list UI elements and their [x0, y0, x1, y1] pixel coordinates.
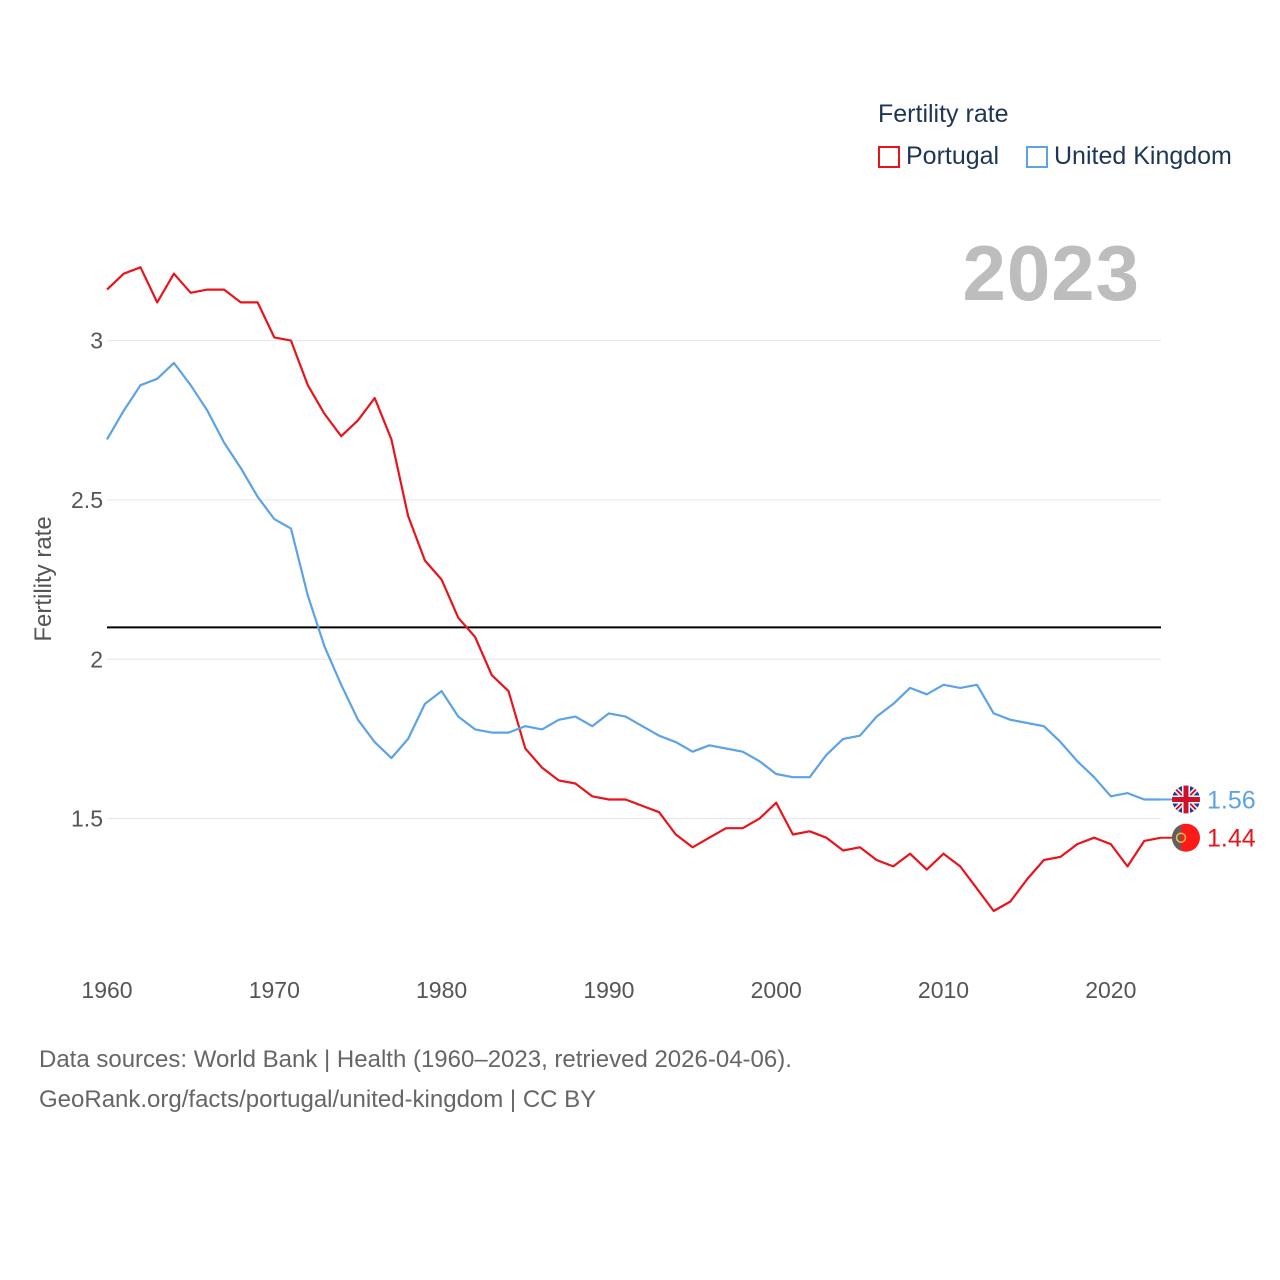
pt-flag-emblem [1175, 832, 1187, 843]
x-tick-label: 2010 [918, 977, 969, 1003]
x-tick-label: 1990 [583, 977, 634, 1003]
legend-swatch-united-kingdom [1026, 145, 1048, 168]
x-tick-label: 1970 [249, 977, 300, 1003]
x-tick-label: 1980 [416, 977, 467, 1003]
footer-credit[interactable]: GeoRank.org/facts/portugal/united-kingdo… [39, 1086, 597, 1113]
x-tick-label: 2020 [1085, 977, 1136, 1003]
legend-item-united-kingdom[interactable]: United Kingdom [1026, 142, 1232, 171]
uk-cross-red-v [1183, 785, 1189, 814]
end-value-label-united-kingdom: 1.56 [1207, 786, 1256, 814]
portugal-flag-icon [1172, 823, 1200, 852]
legend-item-portugal[interactable]: Portugal [878, 142, 999, 171]
x-tick-label: 2000 [751, 977, 802, 1003]
legend-label-united-kingdom: United Kingdom [1054, 142, 1232, 170]
legend-swatch-portugal [878, 145, 900, 168]
series-line-united-kingdom [106, 361, 1161, 801]
uk-flag-cross [1172, 785, 1200, 814]
legend-label-portugal: Portugal [906, 142, 1000, 170]
y-tick-label: 1.5 [71, 806, 103, 832]
end-value-label-portugal: 1.44 [1207, 825, 1256, 853]
series-line-portugal [106, 266, 1162, 913]
current-year-label: 2023 [962, 229, 1140, 317]
pt-flag-body [1172, 823, 1200, 852]
y-axis-label: Fertility rate [30, 516, 57, 641]
y-tick-label: 2.5 [71, 487, 103, 513]
legend-title: Fertility rate [878, 100, 1009, 128]
x-tick-label: 1960 [81, 977, 132, 1003]
y-tick-label: 3 [90, 328, 103, 354]
footer-sources: Data sources: World Bank | Health (1960–… [39, 1046, 792, 1073]
y-tick-label: 2 [90, 646, 103, 672]
united-kingdom-flag-icon [1172, 785, 1200, 814]
